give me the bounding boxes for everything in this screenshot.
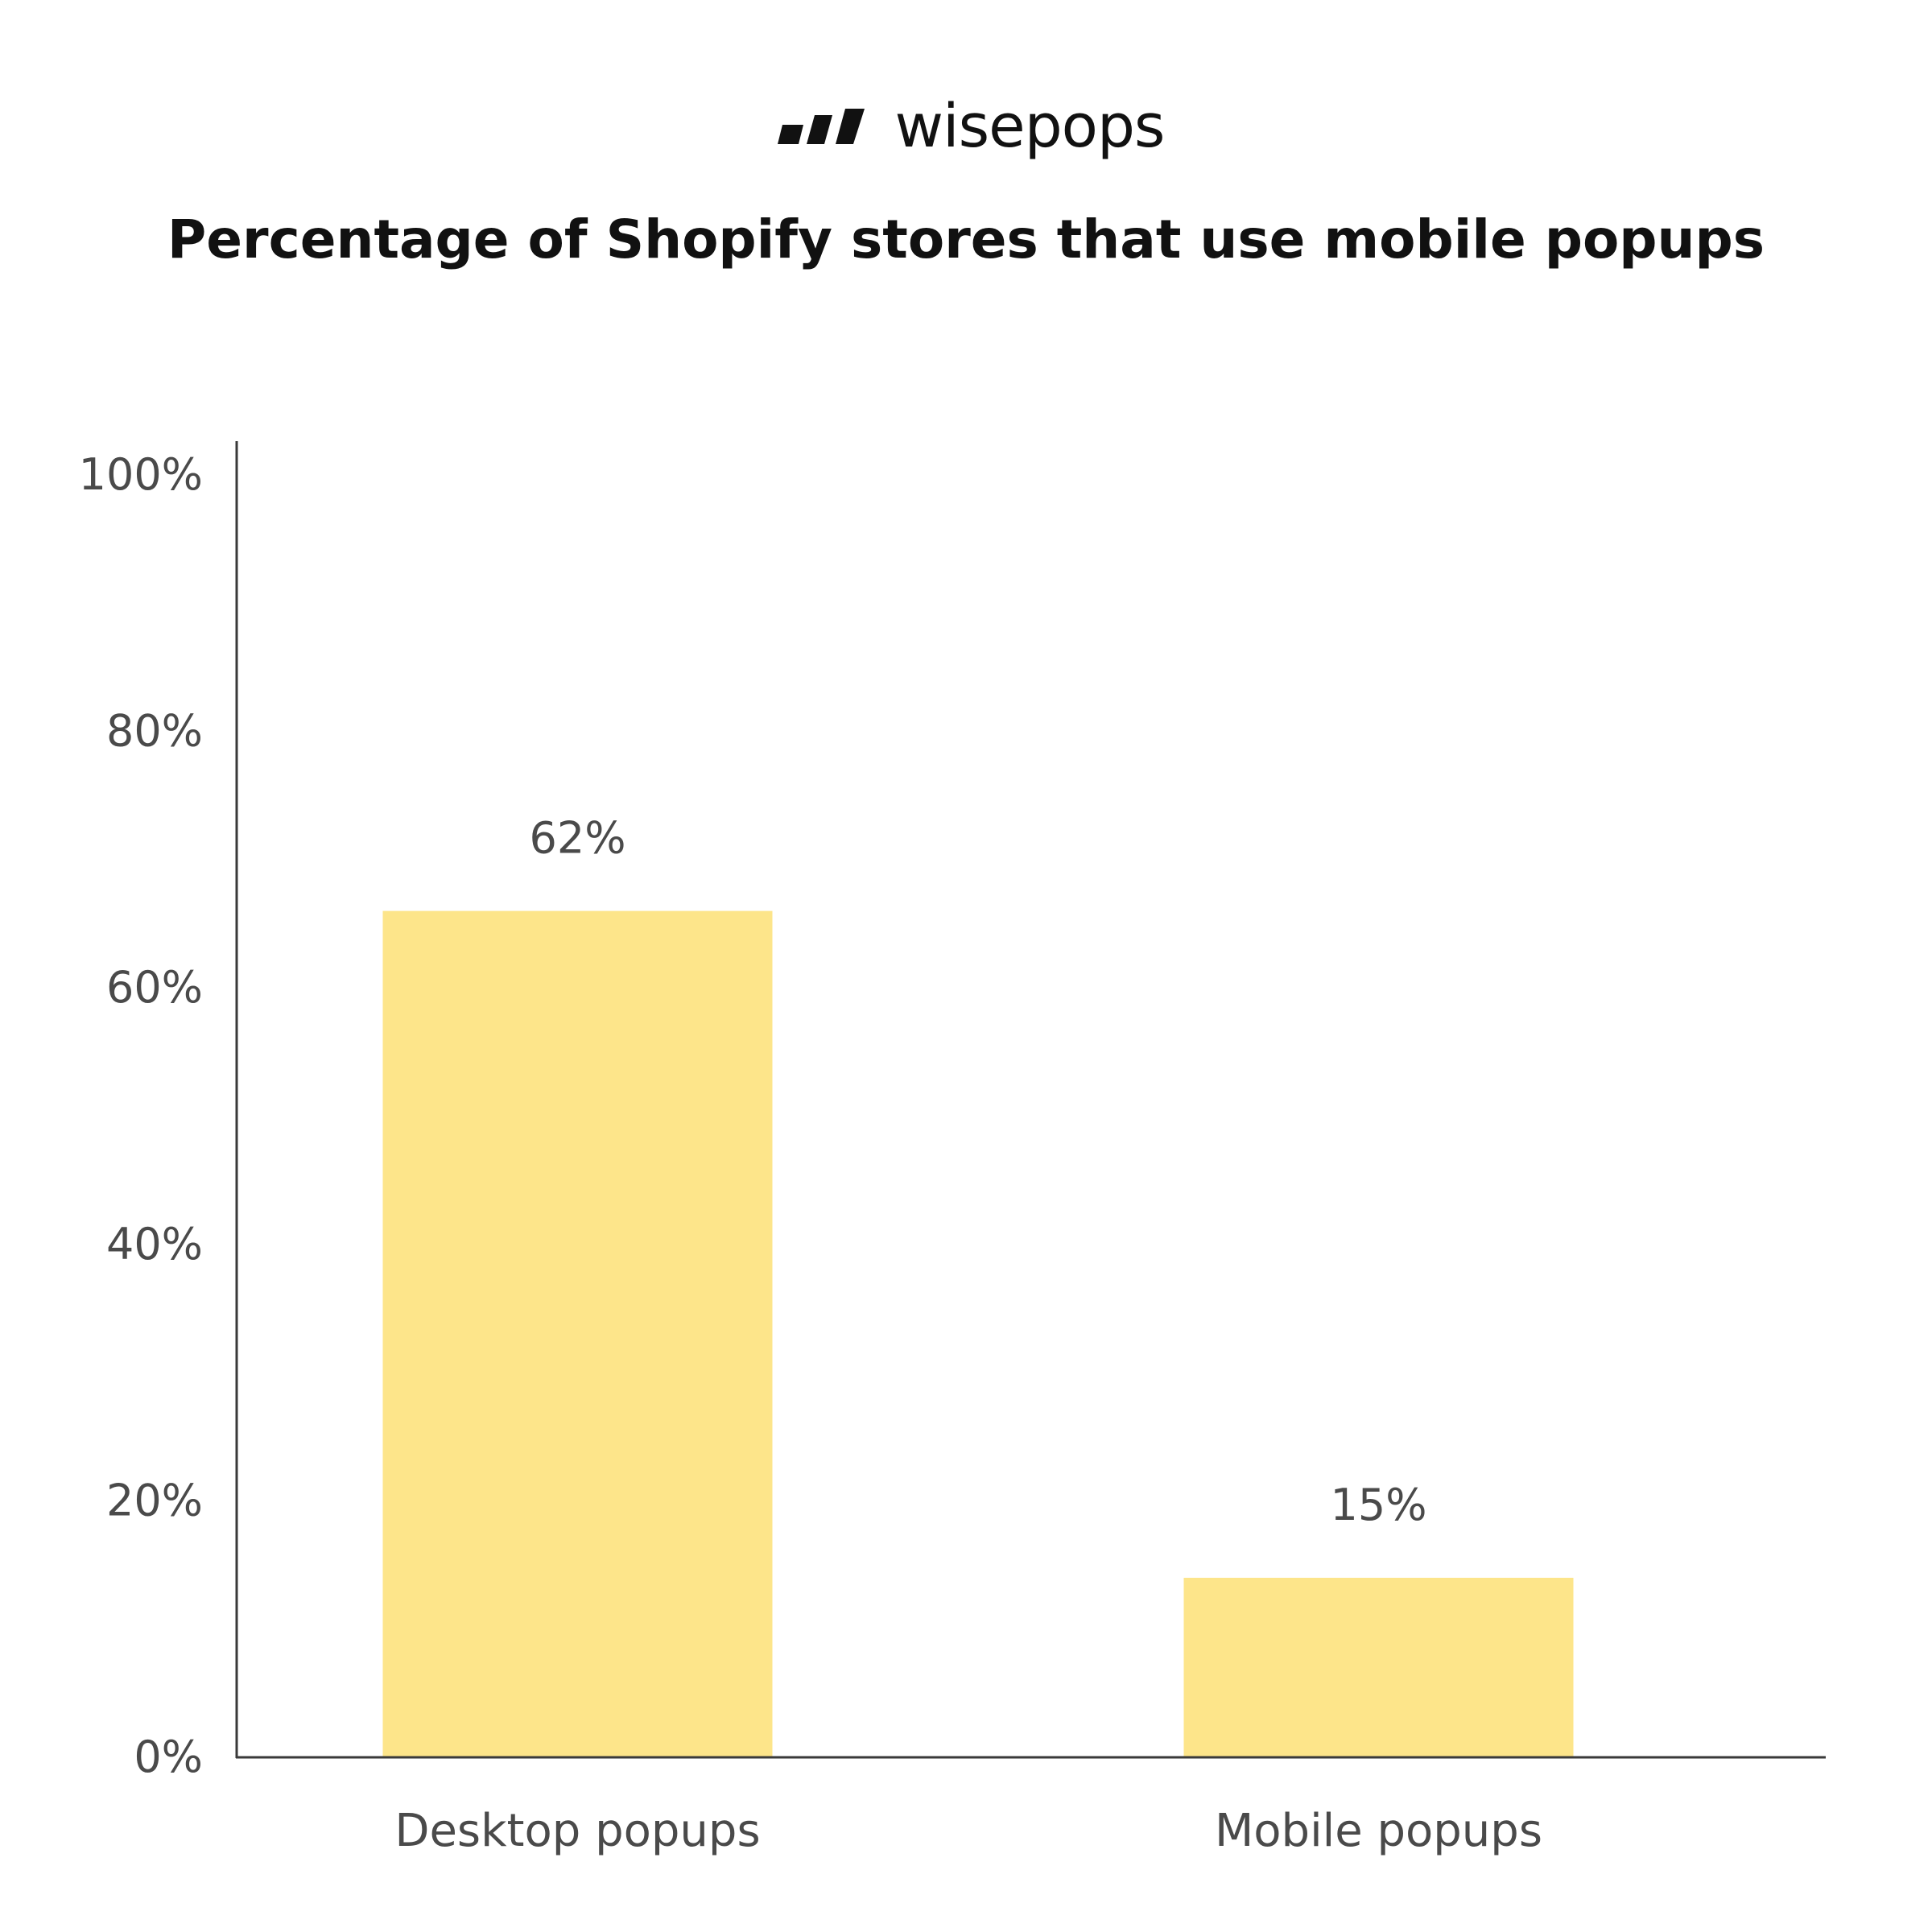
bar-mobile-popups bbox=[1183, 1577, 1574, 1757]
y-tick-label: 0% bbox=[134, 1732, 203, 1782]
brand-header: wisepops bbox=[0, 90, 1932, 163]
y-tick-label: 60% bbox=[106, 962, 203, 1013]
x-tick-label: Desktop popups bbox=[394, 1805, 760, 1857]
chart-title: Percentage of Shopify stores that use mo… bbox=[167, 208, 1765, 270]
x-tick-label: Mobile popups bbox=[1215, 1805, 1542, 1857]
data-label: 15% bbox=[1330, 1480, 1426, 1530]
y-tick-label: 20% bbox=[106, 1475, 203, 1525]
data-label: 62% bbox=[529, 813, 625, 864]
y-tick-label: 100% bbox=[79, 449, 203, 500]
y-tick-label: 40% bbox=[106, 1219, 203, 1269]
bar-desktop-popups bbox=[382, 910, 773, 1757]
brand-lockup: wisepops bbox=[774, 97, 1165, 156]
wisepops-logo-icon bbox=[774, 107, 876, 146]
y-tick-label: 80% bbox=[106, 706, 203, 757]
brand-name: wisepops bbox=[894, 92, 1166, 161]
